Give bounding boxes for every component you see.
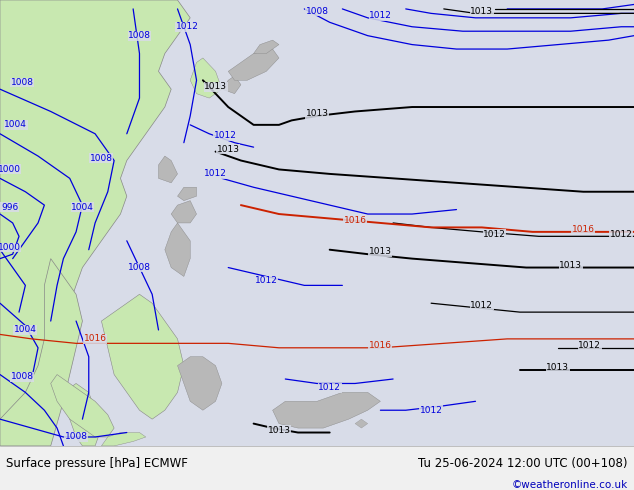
Polygon shape [355, 419, 368, 428]
Text: 1012: 1012 [318, 384, 341, 392]
Text: 1008: 1008 [128, 31, 151, 40]
Text: 1012: 1012 [610, 230, 633, 239]
Polygon shape [101, 433, 146, 446]
Text: 1013: 1013 [559, 261, 582, 270]
Text: 1012: 1012 [255, 276, 278, 285]
Text: 1013: 1013 [217, 145, 240, 154]
Text: 1012: 1012 [214, 131, 236, 141]
Text: 1008: 1008 [11, 372, 34, 381]
Text: 1013: 1013 [470, 7, 493, 16]
Text: 996: 996 [1, 203, 18, 212]
Text: 1012: 1012 [420, 406, 443, 415]
Text: 1004: 1004 [14, 325, 37, 335]
Polygon shape [63, 384, 101, 446]
Text: 1013: 1013 [306, 109, 328, 118]
Text: 1000: 1000 [0, 243, 21, 252]
Text: Surface pressure [hPa] ECMWF: Surface pressure [hPa] ECMWF [6, 457, 188, 470]
Text: 1008: 1008 [11, 78, 34, 87]
Text: 1012: 1012 [204, 170, 227, 178]
Polygon shape [158, 156, 178, 183]
Text: 1012: 1012 [578, 341, 601, 350]
Text: 1008: 1008 [306, 7, 328, 16]
Polygon shape [222, 76, 241, 94]
Text: 1016: 1016 [572, 225, 595, 234]
Text: 1004: 1004 [4, 121, 27, 129]
Polygon shape [178, 187, 197, 201]
Polygon shape [228, 49, 279, 80]
Text: 1016: 1016 [84, 334, 107, 343]
Text: 1008: 1008 [90, 154, 113, 163]
Text: 1013: 1013 [547, 364, 569, 372]
Polygon shape [273, 392, 380, 428]
Polygon shape [178, 357, 222, 410]
Polygon shape [254, 40, 279, 53]
Text: 1000: 1000 [0, 165, 21, 174]
Text: 1008: 1008 [65, 433, 87, 441]
Text: 1016: 1016 [369, 341, 392, 350]
Polygon shape [171, 201, 197, 223]
Polygon shape [101, 294, 184, 419]
Text: 1013: 1013 [369, 247, 392, 256]
Text: 1004: 1004 [71, 203, 94, 212]
Text: 1013: 1013 [204, 82, 227, 92]
Text: 1008: 1008 [128, 263, 151, 272]
Polygon shape [0, 259, 82, 446]
Polygon shape [165, 223, 190, 276]
Text: 1012: 1012 [176, 22, 198, 31]
Text: 1012: 1012 [470, 301, 493, 310]
Text: 1012: 1012 [369, 11, 392, 20]
Polygon shape [0, 0, 190, 419]
Text: ©weatheronline.co.uk: ©weatheronline.co.uk [512, 480, 628, 490]
Text: 1016: 1016 [344, 216, 366, 225]
Text: Tu 25-06-2024 12:00 UTC (00+108): Tu 25-06-2024 12:00 UTC (00+108) [418, 457, 628, 470]
Polygon shape [51, 374, 114, 437]
Polygon shape [190, 58, 222, 98]
Text: 1012: 1012 [483, 230, 506, 239]
Text: 1013: 1013 [268, 426, 290, 435]
